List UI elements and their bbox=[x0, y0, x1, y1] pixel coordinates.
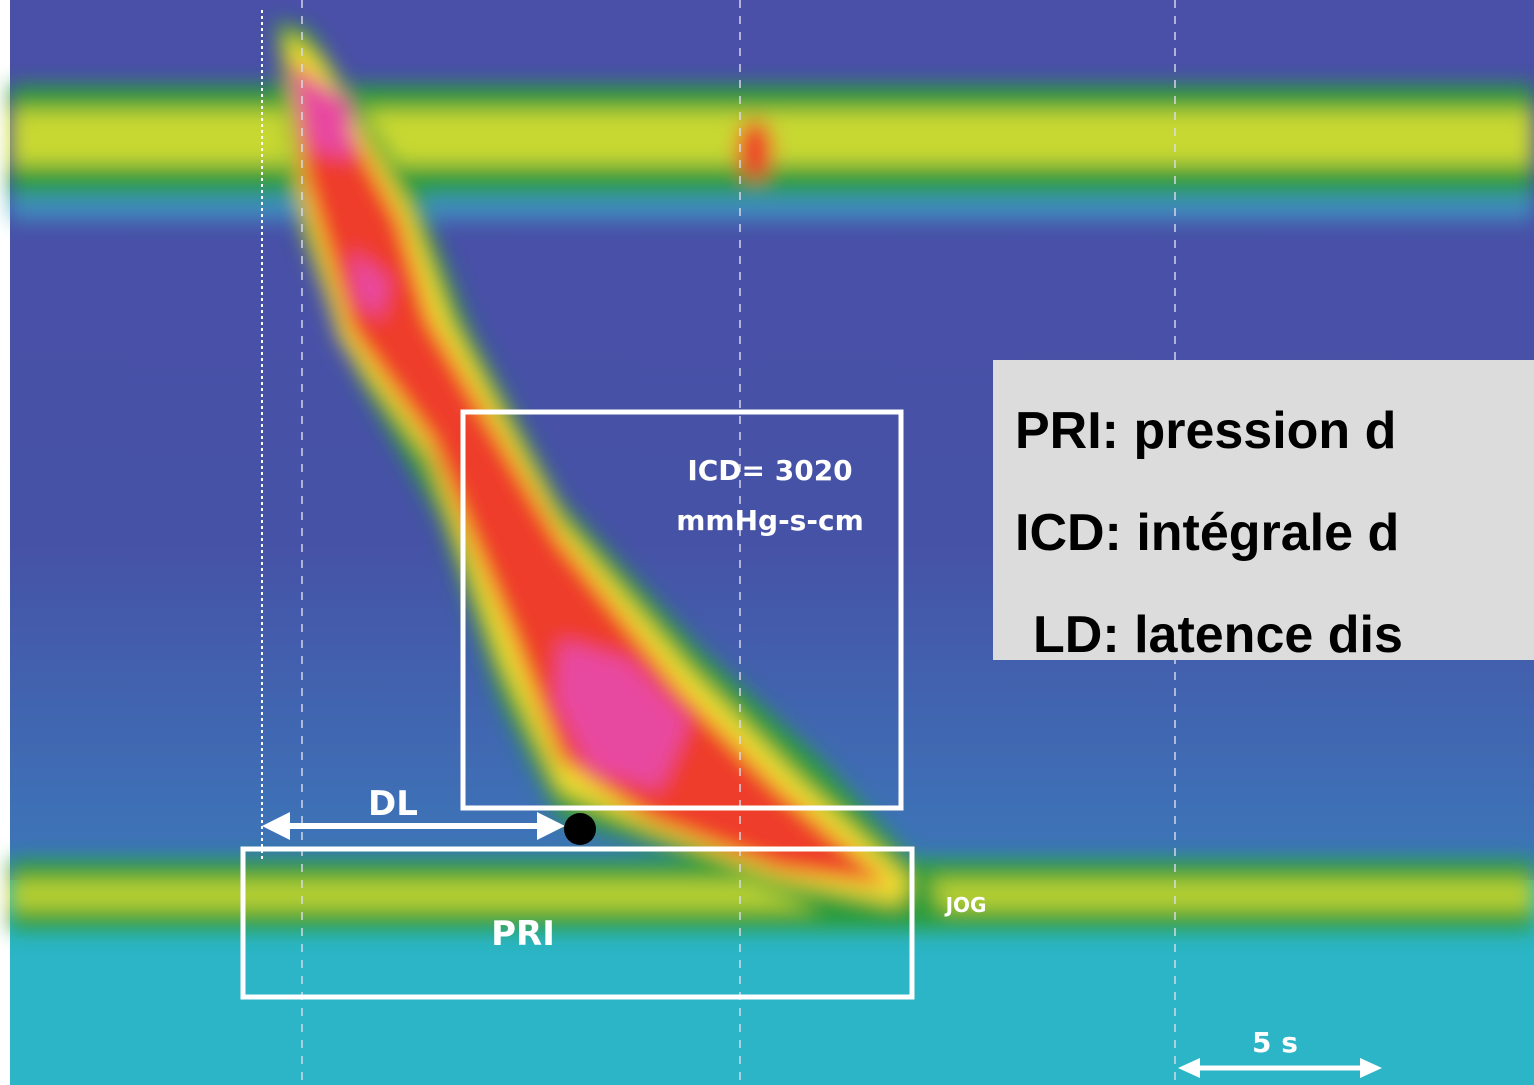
contractile-deceleration-point bbox=[564, 813, 596, 845]
scale-label: 5 s bbox=[1252, 1026, 1298, 1059]
manometry-figure: ICD= 3020 mmHg-s-cm DL PRI JOG 5 s PRI: … bbox=[0, 0, 1534, 1085]
page: ICD= 3020 mmHg-s-cm DL PRI JOG 5 s PRI: … bbox=[0, 0, 1534, 1085]
icd-value: ICD= 3020 bbox=[687, 454, 852, 487]
legend-line: LD: latence dis bbox=[1033, 606, 1403, 664]
legend-line: PRI: pression d bbox=[1015, 402, 1396, 460]
legend-line: ICD: intégrale d bbox=[1015, 504, 1399, 562]
dl-label: DL bbox=[368, 784, 418, 824]
pri-label: PRI bbox=[491, 914, 555, 954]
icd-unit: mmHg-s-cm bbox=[676, 504, 864, 537]
jog-label: JOG bbox=[944, 893, 987, 917]
